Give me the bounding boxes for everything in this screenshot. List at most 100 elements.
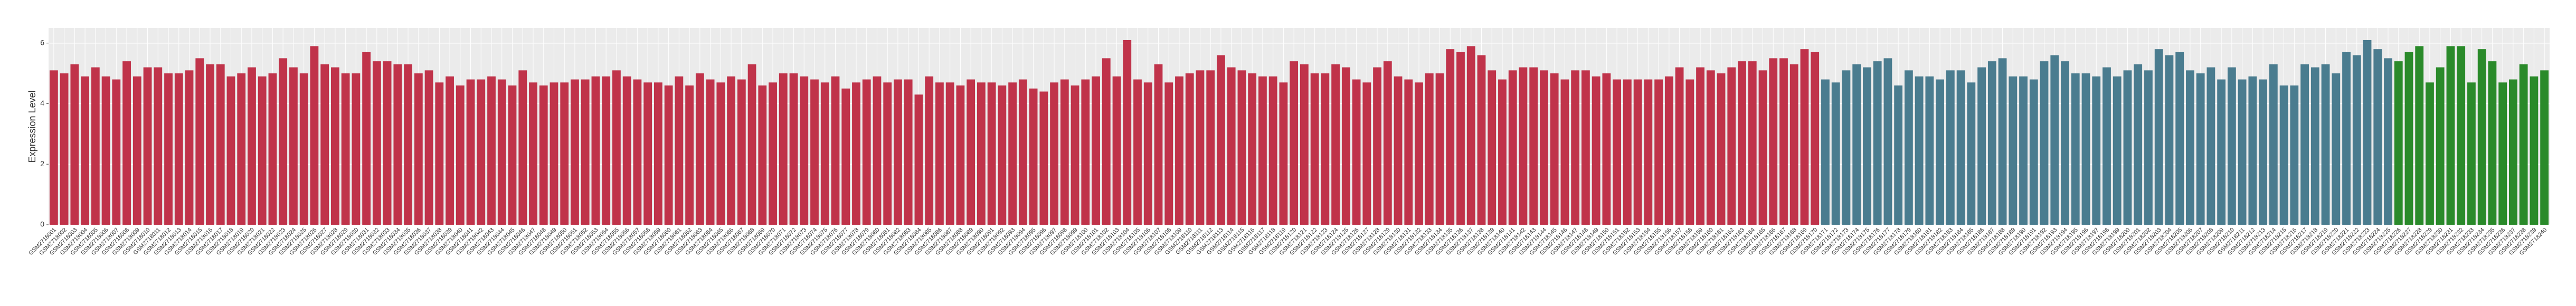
bar (2436, 67, 2445, 225)
bar (1727, 67, 1736, 225)
bar (1498, 79, 1507, 225)
bar (372, 61, 381, 225)
bar (1217, 55, 1225, 225)
bar (1873, 61, 1882, 225)
bar (2310, 67, 2319, 225)
bar (1977, 67, 1986, 225)
bar (1039, 91, 1048, 225)
bar (1696, 67, 1704, 225)
y-tick-label: 0 (40, 220, 44, 228)
bar (1112, 76, 1121, 225)
bar (2061, 61, 2069, 225)
bar (1154, 64, 1163, 225)
bar (2279, 85, 2288, 225)
bar (1529, 67, 1538, 225)
bar (195, 58, 204, 225)
bar (2384, 58, 2392, 225)
bar (1717, 73, 1726, 225)
bar (2530, 76, 2539, 225)
bar (1863, 67, 1871, 225)
bar (894, 79, 902, 225)
bar (1300, 64, 1309, 225)
bar (1321, 73, 1330, 225)
bar (758, 85, 767, 225)
bar (1821, 79, 1830, 225)
bar (1290, 61, 1299, 225)
bar (1446, 49, 1455, 225)
bar (2196, 73, 2205, 225)
bar (602, 76, 611, 225)
bar (1133, 79, 1142, 225)
bar (1248, 73, 1257, 225)
bar (779, 73, 788, 225)
bar (706, 79, 715, 225)
bar (1633, 79, 1642, 225)
bar (1904, 70, 1913, 225)
bar (1164, 82, 1173, 225)
bar (2321, 64, 2330, 225)
bar (435, 82, 444, 225)
bar (330, 67, 339, 225)
bar (1998, 58, 2007, 225)
bar (685, 85, 694, 225)
bar (2426, 82, 2434, 225)
bar (1415, 82, 1423, 225)
bar (1842, 70, 1851, 225)
bar (299, 73, 308, 225)
bar (1060, 79, 1069, 225)
bar (289, 67, 298, 225)
bar (164, 73, 173, 225)
bar (2050, 55, 2059, 225)
bar (1613, 79, 1622, 225)
bar (258, 76, 267, 225)
bar (2363, 40, 2372, 225)
bar (769, 82, 777, 225)
bar (2540, 70, 2549, 225)
bar (1748, 61, 1757, 225)
bar (2103, 67, 2111, 225)
bar (310, 46, 319, 225)
bar (497, 79, 506, 225)
bar (143, 67, 152, 225)
bar (1852, 64, 1861, 225)
bar (633, 79, 642, 225)
bar (2342, 52, 2351, 225)
bar (789, 73, 798, 225)
bar (571, 79, 579, 225)
bar (1789, 64, 1798, 225)
bar (268, 73, 277, 225)
bar (2144, 70, 2153, 225)
bar (1488, 70, 1497, 225)
bar (560, 82, 569, 225)
bar (487, 76, 496, 225)
bar (1404, 79, 1413, 225)
bar (81, 76, 89, 225)
bar (456, 85, 465, 225)
bar (508, 85, 517, 225)
bar (226, 76, 235, 225)
bar (1268, 76, 1277, 225)
bar (2373, 49, 2382, 225)
bar (2415, 46, 2424, 225)
bar (675, 76, 684, 225)
bar (91, 67, 100, 225)
bar (2238, 79, 2247, 225)
bar (341, 73, 350, 225)
bar (716, 82, 725, 225)
bar (2332, 73, 2341, 225)
bar (1196, 70, 1205, 225)
bar (216, 64, 225, 225)
bar (2394, 61, 2403, 225)
bar (2123, 70, 2132, 225)
bar (987, 82, 996, 225)
bar (1310, 73, 1319, 225)
bar (1477, 55, 1486, 225)
bar (883, 82, 892, 225)
bar (2092, 76, 2101, 225)
bar (612, 70, 621, 225)
bar (2040, 61, 2049, 225)
bar (1373, 67, 1381, 225)
bar (237, 73, 246, 225)
y-tick-label: 6 (40, 38, 44, 46)
